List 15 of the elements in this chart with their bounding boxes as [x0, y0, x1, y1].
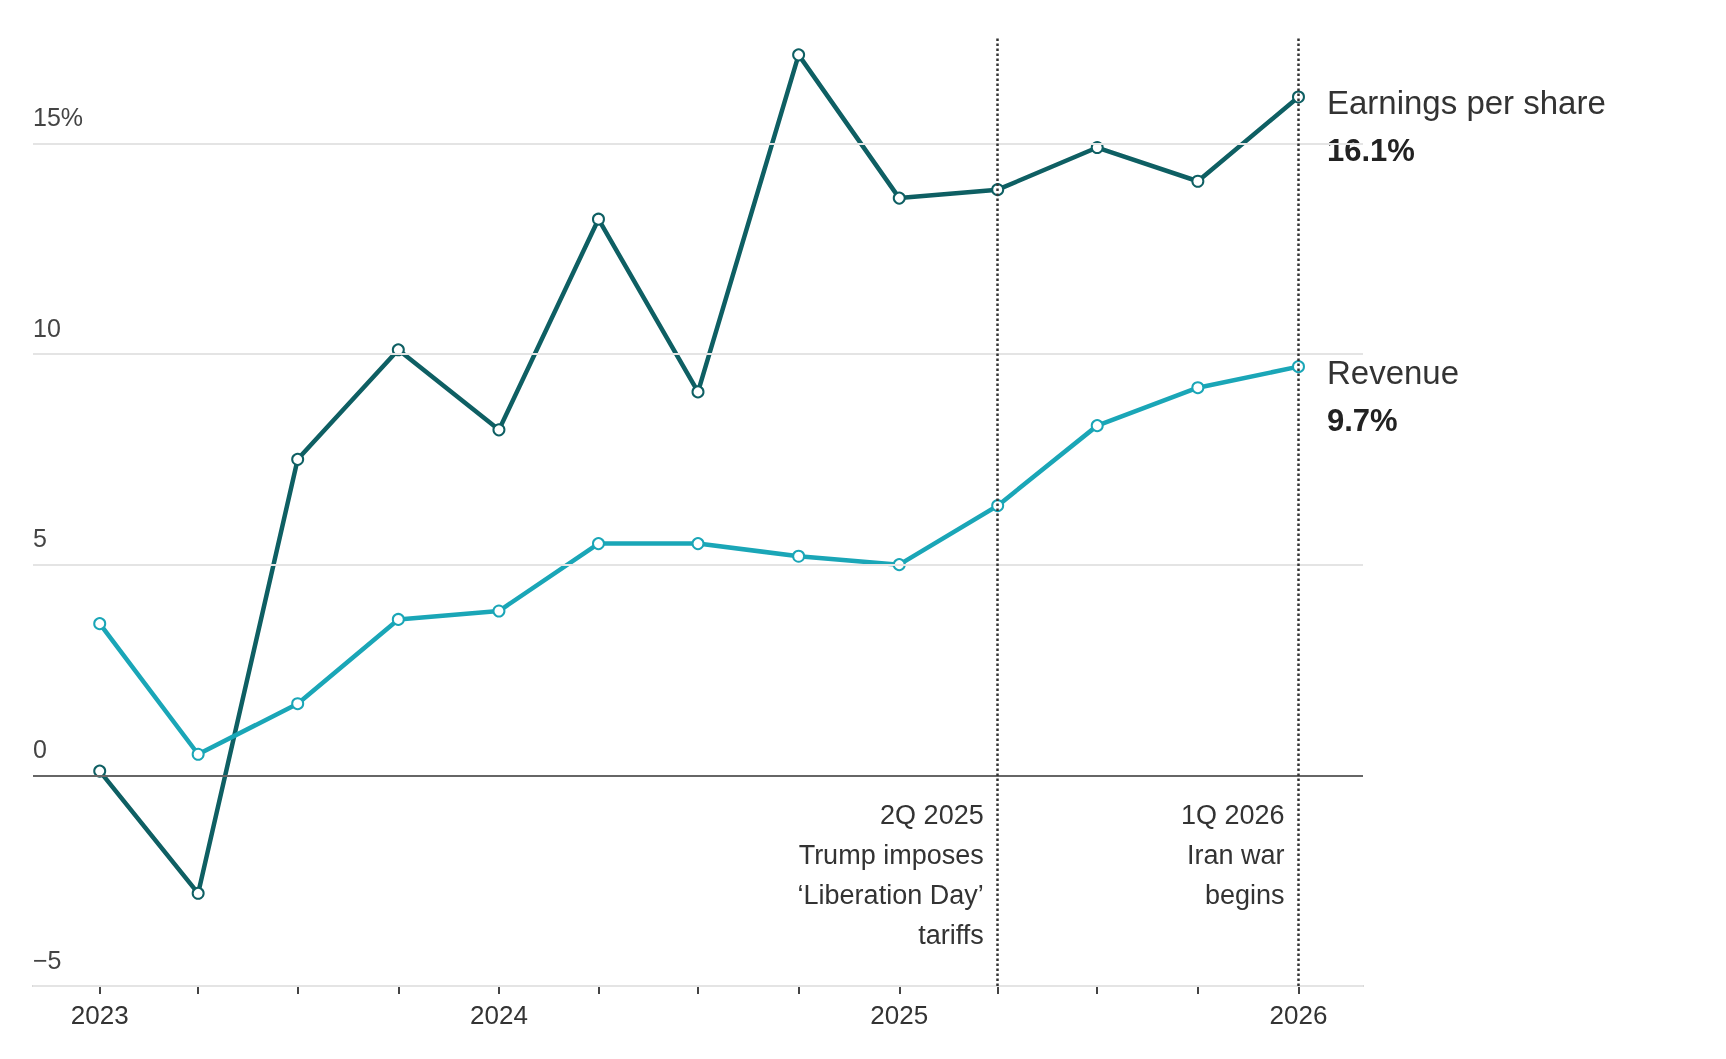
ref-line-label: 1Q 2026 Iran war begins — [1180, 800, 1285, 911]
data-label: 16.1% — [1326, 133, 1415, 169]
x-tick-label: 2025 — [870, 1000, 929, 1030]
series-label: Revenue — [1326, 354, 1460, 392]
series-label: Earnings per share — [1326, 84, 1606, 122]
data-label: 9.7% — [1326, 403, 1398, 439]
y-tick-label: 0 — [33, 734, 47, 763]
x-tick-label: 2026 — [1269, 1000, 1328, 1030]
y-tick-label: 5 — [33, 524, 47, 553]
x-tick-label: 2024 — [470, 1000, 528, 1030]
y-tick-label: 10 — [33, 313, 61, 342]
y-tick-label: 15% — [33, 102, 84, 131]
x-tick-label: 2023 — [70, 1000, 129, 1030]
ref-line-label: 2Q 2025 Trump imposes ‘Liberation Day’ tariffs — [797, 800, 984, 951]
y-tick-label: −5 — [33, 945, 62, 974]
